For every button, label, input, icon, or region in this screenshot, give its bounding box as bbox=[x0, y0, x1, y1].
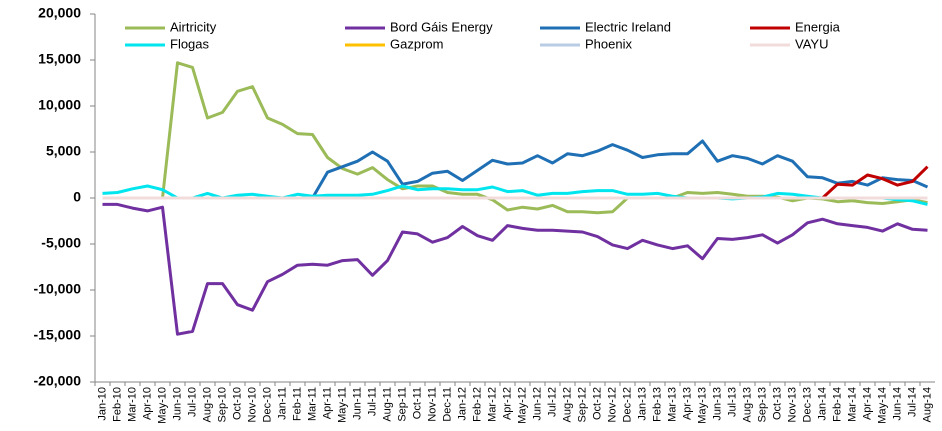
x-tick-label: May-14 bbox=[876, 387, 888, 424]
x-tick-label: Jan-13 bbox=[636, 387, 648, 421]
y-tick-label: -5,000 bbox=[41, 235, 81, 251]
legend-label: Bord Gáis Energy bbox=[390, 19, 493, 34]
x-tick-label: Jul-11 bbox=[366, 387, 378, 416]
y-tick-label: 15,000 bbox=[38, 51, 81, 67]
x-tick-label: Nov-10 bbox=[246, 387, 258, 422]
x-tick-label: Apr-11 bbox=[321, 387, 333, 419]
x-tick-label: Nov-11 bbox=[426, 387, 438, 422]
x-tick-label: Jul-14 bbox=[906, 387, 918, 417]
x-tick-label: Aug-11 bbox=[381, 387, 393, 422]
legend-label: Phoenix bbox=[585, 36, 632, 51]
x-tick-label: Jul-13 bbox=[726, 387, 738, 417]
legend-label: Flogas bbox=[170, 36, 210, 51]
x-tick-label: Dec-11 bbox=[441, 387, 453, 422]
x-tick-label: Aug-12 bbox=[561, 387, 573, 422]
x-tick-label: Sep-11 bbox=[396, 387, 408, 422]
series-line bbox=[102, 202, 928, 336]
series-line bbox=[102, 184, 928, 206]
x-tick-label: Nov-13 bbox=[786, 387, 798, 422]
x-tick-label: Mar-10 bbox=[126, 387, 138, 422]
x-tick-label: Jul-10 bbox=[186, 387, 198, 417]
y-tick-label: 0 bbox=[73, 189, 81, 205]
x-tick-label: May-10 bbox=[156, 387, 168, 424]
series-line bbox=[102, 139, 929, 200]
legend-label: Energia bbox=[795, 19, 841, 34]
x-tick-label: Mar-11 bbox=[306, 387, 318, 421]
x-tick-label: Sep-12 bbox=[576, 387, 588, 422]
x-tick-label: May-13 bbox=[696, 387, 708, 424]
x-tick-label: Jan-14 bbox=[816, 387, 828, 421]
x-tick-label: May-11 bbox=[336, 387, 348, 423]
x-tick-label: Jul-12 bbox=[546, 387, 558, 417]
y-tick-label: 10,000 bbox=[38, 97, 81, 113]
x-tick-label: Apr-10 bbox=[141, 387, 153, 420]
x-tick-label: Mar-14 bbox=[846, 387, 858, 422]
x-tick-label: Dec-13 bbox=[801, 387, 813, 422]
x-tick-label: Dec-10 bbox=[261, 387, 273, 422]
x-tick-label: Jan-11 bbox=[276, 387, 288, 420]
x-tick-label: Sep-13 bbox=[756, 387, 768, 422]
x-tick-label: Apr-12 bbox=[501, 387, 513, 420]
x-tick-label: Oct-12 bbox=[591, 387, 603, 420]
x-tick-label: Feb-11 bbox=[291, 387, 303, 421]
x-tick-label: Jun-14 bbox=[891, 387, 903, 421]
x-tick-label: Oct-11 bbox=[411, 387, 423, 419]
x-tick-label: Jun-11 bbox=[351, 387, 363, 420]
y-tick-label: 20,000 bbox=[38, 5, 81, 21]
legend-label: Airtricity bbox=[170, 19, 217, 34]
x-tick-label: Dec-12 bbox=[621, 387, 633, 422]
x-tick-label: Jun-13 bbox=[711, 387, 723, 421]
x-tick-label: Nov-12 bbox=[606, 387, 618, 422]
x-tick-label: Feb-13 bbox=[651, 387, 663, 422]
y-tick-label: 5,000 bbox=[46, 143, 81, 159]
x-tick-label: Oct-10 bbox=[231, 387, 243, 420]
x-tick-label: Jan-12 bbox=[456, 387, 468, 421]
x-tick-label: Oct-13 bbox=[771, 387, 783, 420]
x-tick-label: Apr-14 bbox=[861, 387, 873, 420]
x-tick-label: Mar-13 bbox=[666, 387, 678, 422]
x-tick-label: Jun-12 bbox=[531, 387, 543, 421]
x-tick-label: Feb-14 bbox=[831, 387, 843, 422]
legend-label: VAYU bbox=[795, 36, 828, 51]
x-tick-label: Feb-10 bbox=[111, 387, 123, 422]
x-tick-label: Apr-13 bbox=[681, 387, 693, 420]
x-tick-label: Aug-10 bbox=[201, 387, 213, 422]
legend-label: Gazprom bbox=[390, 36, 443, 51]
x-tick-label: Jun-10 bbox=[171, 387, 183, 421]
y-tick-label: -15,000 bbox=[34, 327, 82, 343]
y-tick-label: -20,000 bbox=[34, 373, 82, 389]
series-line bbox=[102, 61, 928, 215]
x-tick-label: Aug-13 bbox=[741, 387, 753, 422]
x-tick-label: May-12 bbox=[516, 387, 528, 424]
y-tick-label: -10,000 bbox=[34, 281, 82, 297]
x-tick-label: Mar-12 bbox=[486, 387, 498, 422]
x-tick-label: Feb-12 bbox=[471, 387, 483, 422]
x-tick-label: Sep-10 bbox=[216, 387, 228, 422]
x-tick-label: Jan-10 bbox=[96, 387, 108, 421]
x-tick-label: Aug-14 bbox=[921, 387, 933, 422]
legend-label: Electric Ireland bbox=[585, 19, 671, 34]
